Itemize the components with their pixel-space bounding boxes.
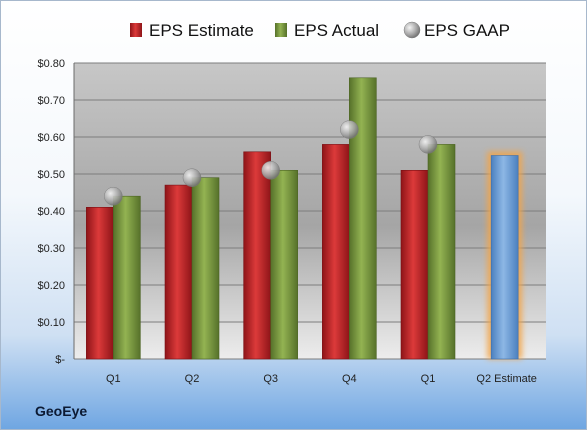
x-tick-label: Q1: [106, 373, 121, 385]
legend: EPS Estimate EPS Actual EPS GAAP: [130, 21, 510, 40]
y-tick-label: $0.20: [37, 280, 65, 292]
bar-eps-actual: [270, 170, 298, 360]
y-tick-label: $0.70: [37, 95, 65, 107]
bar-eps-estimate: [400, 170, 429, 360]
bar-eps-estimate: [322, 144, 350, 360]
y-tick-label: $0.60: [37, 132, 65, 144]
bar-q2-estimate: [490, 155, 519, 360]
legend-swatch: [130, 23, 142, 37]
bar-eps-estimate: [243, 151, 271, 360]
bar-eps-estimate: [164, 184, 193, 360]
x-tick-label: Q2: [185, 373, 200, 385]
legend-label: EPS Estimate: [149, 21, 254, 40]
y-tick-label: $0.50: [37, 169, 65, 181]
gaap-markers: [104, 120, 438, 206]
bar-eps-actual: [191, 177, 220, 360]
y-tick-label: $0.30: [37, 243, 65, 255]
bar-eps-actual: [427, 144, 456, 360]
x-axis: Q1 Q2 Q3 Q4 Q1 Q2 Estimate: [106, 373, 537, 385]
marker-eps-gaap: [104, 186, 123, 206]
bars: [86, 77, 523, 360]
x-tick-label: Q4: [342, 373, 357, 385]
bar-eps-actual: [349, 77, 377, 360]
x-tick-label: Q2 Estimate: [476, 373, 537, 385]
company-name: GeoEye: [35, 403, 88, 419]
bar-eps-estimate: [86, 207, 114, 360]
legend-swatch: [275, 23, 287, 37]
y-tick-label: $0.40: [37, 206, 65, 218]
x-tick-label: Q3: [263, 373, 278, 385]
marker-eps-gaap: [261, 161, 280, 180]
marker-eps-gaap: [340, 120, 359, 139]
x-tick-label: Q1: [421, 373, 436, 385]
y-tick-label: $0.80: [37, 58, 65, 70]
legend-label: EPS GAAP: [424, 21, 510, 40]
y-tick-label: $0.10: [37, 317, 65, 329]
y-tick-label: $-: [55, 354, 65, 366]
legend-label: EPS Actual: [294, 21, 379, 40]
marker-eps-gaap: [418, 135, 438, 154]
marker-eps-gaap: [182, 168, 202, 187]
legend-swatch: [403, 21, 421, 39]
gridlines: [74, 62, 546, 360]
y-axis: $- $0.10 $0.20 $0.30 $0.40 $0.50 $0.60 $0.70 $0.…: [37, 58, 75, 366]
bar-eps-actual: [113, 195, 141, 360]
